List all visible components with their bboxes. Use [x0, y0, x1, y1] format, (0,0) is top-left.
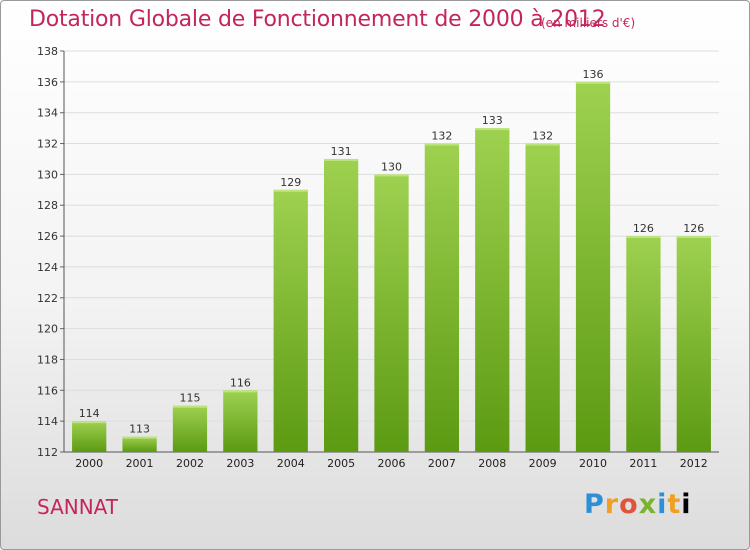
- x-tick-label: 2006: [378, 457, 406, 470]
- y-tick-label: 120: [37, 323, 58, 336]
- bar-highlight: [72, 421, 107, 424]
- data-label: 132: [431, 130, 452, 143]
- y-tick-label: 130: [37, 168, 58, 181]
- proxiti-logo: Proxiti: [584, 489, 692, 520]
- y-tick-label: 134: [37, 107, 58, 120]
- bar-highlight: [273, 189, 308, 192]
- x-tick-label: 2005: [327, 457, 355, 470]
- y-tick-label: 136: [37, 76, 58, 89]
- x-tick-label: 2001: [126, 457, 154, 470]
- data-label: 129: [280, 176, 301, 189]
- data-label: 113: [129, 423, 150, 436]
- bar-2012: [676, 236, 711, 452]
- x-tick-label: 2000: [75, 457, 103, 470]
- x-tick-label: 2007: [428, 457, 456, 470]
- bar-chart: 112 114 116 118 120 122 124 126 128 130 132 134 136 1…: [37, 45, 719, 470]
- labels: 112 114 116 118 120 122 124 126 128 130 132 134 136 1…: [37, 45, 708, 470]
- bar-highlight: [122, 436, 157, 439]
- data-label: 115: [179, 392, 200, 405]
- data-label: 114: [79, 407, 100, 420]
- y-tick-label: 116: [37, 384, 58, 397]
- bar-highlight: [374, 174, 409, 177]
- x-tick-label: 2011: [629, 457, 657, 470]
- x-tick-label: 2002: [176, 457, 204, 470]
- x-tick-label: 2008: [478, 457, 506, 470]
- y-tick-label: 138: [37, 45, 58, 58]
- bar-highlight: [223, 390, 258, 393]
- chart-subtitle: (en milliers d'€): [541, 16, 636, 30]
- bar-2006: [374, 174, 409, 452]
- bar-2009: [525, 143, 560, 453]
- bar-2005: [323, 158, 359, 452]
- data-label: 126: [633, 222, 654, 235]
- y-tick-label: 132: [37, 138, 58, 151]
- bar-highlight: [424, 143, 460, 146]
- bar-highlight: [172, 405, 208, 408]
- data-label: 130: [381, 160, 402, 173]
- y-tick-label: 122: [37, 292, 58, 305]
- bar-2001: [122, 436, 157, 452]
- data-label: 133: [482, 114, 503, 127]
- bar-2007: [424, 143, 460, 453]
- y-tick-label: 128: [37, 199, 58, 212]
- y-tick-label: 126: [37, 230, 58, 243]
- chart-title: Dotation Globale de Fonctionnement de 20…: [29, 7, 606, 32]
- data-label: 132: [532, 130, 553, 143]
- bar-2002: [172, 405, 208, 452]
- x-tick-label: 2004: [277, 457, 305, 470]
- x-tick-label: 2010: [579, 457, 607, 470]
- data-label: 136: [583, 68, 604, 81]
- y-tick-label: 118: [37, 353, 58, 366]
- bar-2003: [223, 390, 258, 452]
- bar-2008: [475, 128, 510, 452]
- bar-highlight: [575, 81, 611, 84]
- bar-highlight: [676, 236, 711, 239]
- commune-name: SANNAT: [37, 495, 119, 519]
- y-tick-label: 112: [37, 446, 58, 459]
- y-tick-label: 114: [37, 415, 58, 428]
- x-tick-label: 2003: [226, 457, 254, 470]
- data-label: 131: [331, 145, 352, 158]
- data-label: 126: [683, 222, 704, 235]
- bar-2011: [626, 236, 661, 452]
- bar-highlight: [626, 236, 661, 239]
- data-label: 116: [230, 376, 251, 389]
- x-tick-label: 2009: [529, 457, 557, 470]
- bar-2000: [72, 421, 107, 452]
- bar-2010: [575, 81, 611, 452]
- bar-2004: [273, 189, 308, 453]
- y-tick-label: 124: [37, 261, 58, 274]
- x-tick-label: 2012: [680, 457, 708, 470]
- bar-highlight: [475, 128, 510, 131]
- bars: [72, 81, 711, 453]
- bar-highlight: [323, 158, 359, 161]
- bar-highlight: [525, 143, 560, 146]
